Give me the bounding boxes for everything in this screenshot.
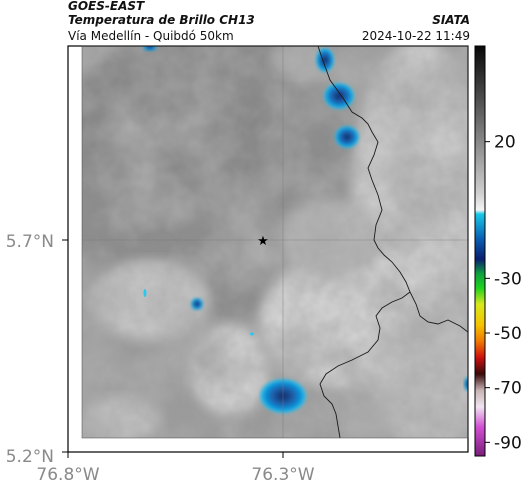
colorbar-tick-label: -30 (494, 269, 522, 289)
department-border (317, 46, 468, 333)
colorbar-tick-label: -90 (494, 433, 522, 453)
star-icon: ★ (257, 234, 269, 249)
region-label: Vía Medellín - Quibdó 50km (68, 29, 234, 43)
department-border-south (319, 291, 411, 438)
agency-label: SIATA (432, 13, 470, 27)
y-tick-label-5.2N: 5.2°N (6, 447, 54, 467)
brightness-temperature-map: ★ (82, 46, 468, 438)
data-extent (81, 45, 469, 439)
colorbar: 20 -30 -50 -70 -90 (474, 45, 522, 457)
satellite-title: GOES-EAST (68, 0, 145, 13)
colorbar-tick-label: 20 (494, 133, 516, 153)
x-tick-label-76.8W: 76.8°W (36, 465, 99, 485)
product-title: Temperatura de Brillo CH13 (68, 13, 255, 27)
x-tick-label-76.3W: 76.3°W (251, 465, 314, 485)
datetime-label: 2024-10-22 11:49 (361, 29, 470, 43)
colorbar-tick-label: -50 (494, 324, 522, 344)
cold-cloud-tops (143, 46, 468, 413)
colorbar-tick-label: -70 (494, 379, 522, 399)
y-tick-label-5.7N: 5.7°N (6, 232, 54, 252)
